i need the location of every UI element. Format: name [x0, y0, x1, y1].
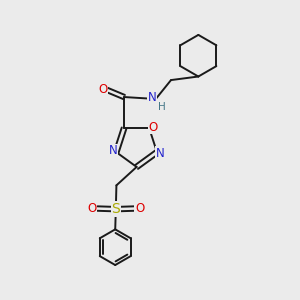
Text: N: N [148, 91, 157, 104]
Text: H: H [158, 102, 166, 112]
Text: S: S [111, 202, 120, 216]
Text: O: O [135, 202, 144, 215]
Text: N: N [109, 145, 118, 158]
Text: O: O [98, 83, 107, 96]
Text: N: N [156, 147, 164, 160]
Text: O: O [87, 202, 97, 215]
Text: O: O [148, 121, 158, 134]
